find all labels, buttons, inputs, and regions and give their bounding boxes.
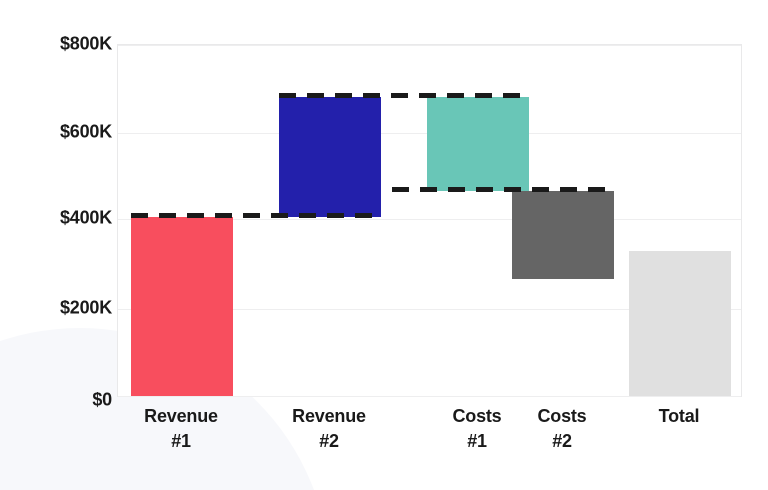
y-tick-label-800k: $800K (59, 33, 112, 54)
x-tick-label-costs-2-line2: #2 (552, 431, 572, 451)
bar-costs-2[interactable] (512, 191, 614, 279)
x-tick-label-costs-2: Costs #2 (511, 404, 613, 454)
x-tick-label-revenue-1: Revenue #1 (130, 404, 232, 454)
connector-costs1-to-costs2 (392, 187, 614, 192)
x-tick-label-revenue-2-line1: Revenue (292, 406, 366, 426)
x-tick-label-revenue-1-line1: Revenue (144, 406, 218, 426)
gridline-200k (118, 309, 741, 310)
gridline-800k (118, 45, 741, 46)
connector-revenue1-to-revenue2 (131, 213, 381, 218)
y-axis: $800K $600K $400K $200K $0 (0, 0, 112, 490)
y-tick-label-600k: $600K (59, 121, 112, 142)
y-tick-label-200k: $200K (59, 297, 112, 318)
bar-total[interactable] (629, 251, 731, 396)
y-tick-label-400k: $400K (59, 207, 112, 228)
x-tick-label-revenue-1-line2: #1 (171, 431, 191, 451)
x-tick-label-costs-1-line2: #1 (467, 431, 487, 451)
x-tick-label-revenue-2-line2: #2 (319, 431, 339, 451)
y-tick-label-0: $0 (92, 389, 112, 410)
bar-revenue-2[interactable] (279, 97, 381, 217)
bar-costs-1[interactable] (427, 97, 529, 191)
connector-lines-layer (118, 45, 741, 396)
gridline-0 (118, 396, 741, 397)
x-tick-label-costs-2-line1: Costs (537, 406, 587, 426)
x-tick-label-total-line1: Total (658, 406, 700, 426)
gridline-400k (118, 219, 741, 220)
x-tick-label-costs-1-line1: Costs (452, 406, 502, 426)
x-tick-label-total: Total (628, 404, 730, 429)
x-tick-label-costs-1: Costs #1 (426, 404, 528, 454)
bars-layer (118, 45, 741, 396)
plot-area (117, 44, 742, 397)
x-axis: Revenue #1 Revenue #2 Costs #1 Costs #2 … (117, 404, 742, 484)
x-tick-label-revenue-2: Revenue #2 (278, 404, 380, 454)
bar-revenue-1[interactable] (131, 217, 233, 396)
connector-revenue2-to-costs1 (279, 93, 529, 98)
